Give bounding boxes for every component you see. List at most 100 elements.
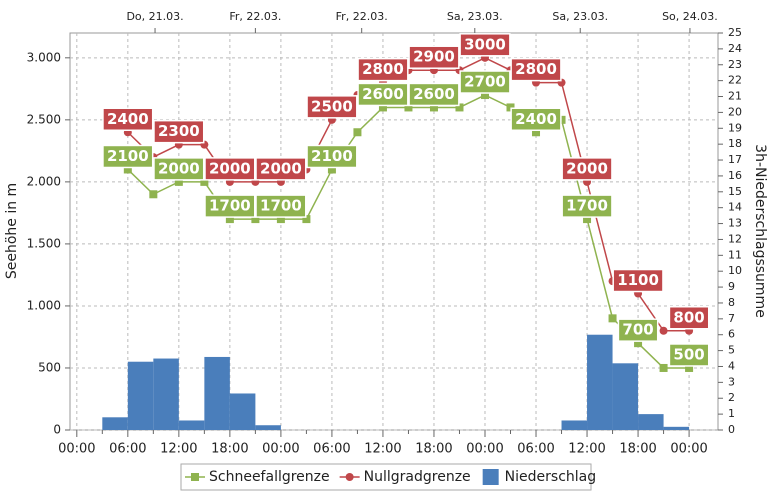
y-tick-label: 0 <box>53 423 61 437</box>
marker <box>276 215 285 224</box>
marker <box>174 177 183 186</box>
data-label: 2600 <box>413 85 455 103</box>
data-label: 2300 <box>158 122 200 140</box>
marker <box>251 215 260 224</box>
x2-tick-label: Fr, 22.03. <box>336 10 388 23</box>
data-label-box <box>102 144 154 169</box>
data-label-box <box>510 107 562 131</box>
marker <box>200 177 209 186</box>
marker <box>123 165 132 174</box>
y2-tick-label: 12 <box>728 232 742 245</box>
data-label: 2900 <box>413 48 455 66</box>
marker <box>404 103 413 112</box>
data-label: 2000 <box>260 159 302 177</box>
data-label-box <box>102 107 154 131</box>
marker <box>353 128 362 137</box>
bar <box>587 334 613 430</box>
x-tick-label: 06:00 <box>109 442 146 457</box>
bar <box>127 361 154 430</box>
marker <box>302 215 311 224</box>
data-label-box <box>357 57 409 82</box>
y2-tick-label: 0 <box>728 423 735 436</box>
marker <box>659 363 668 372</box>
data-label: 2400 <box>515 110 557 128</box>
y2-tick-label: 25 <box>728 26 742 39</box>
y2-tick-label: 9 <box>728 280 735 293</box>
x-tick-label: 00:00 <box>466 442 503 457</box>
bar <box>178 420 205 430</box>
data-label: 2500 <box>311 97 353 115</box>
marker <box>429 103 438 112</box>
marker <box>378 103 387 112</box>
x2-tick-label: Do, 21.03. <box>126 10 183 23</box>
y2-tick-label: 3 <box>728 375 735 388</box>
data-label: 2700 <box>464 73 506 91</box>
data-label: 2800 <box>515 60 557 78</box>
bar <box>255 425 281 430</box>
marker <box>455 103 464 112</box>
x-tick-label: 00:00 <box>262 442 299 457</box>
bar <box>638 414 664 430</box>
data-label-box <box>561 194 613 218</box>
data-label-box <box>306 144 358 169</box>
y-axis-title: Seehöhe in m <box>4 183 20 279</box>
marker <box>506 103 515 112</box>
x2-tick-label: Sa, 23.03. <box>447 10 503 23</box>
data-label: 1700 <box>566 197 608 215</box>
marker <box>149 190 158 199</box>
data-label: 2000 <box>566 159 608 177</box>
legend-label: Niederschlag <box>505 469 596 485</box>
data-label-box <box>668 306 710 330</box>
data-label: 500 <box>673 345 704 363</box>
data-label-box <box>153 157 205 181</box>
y2-axis-title: 3h-Niederschlagssumme <box>752 144 768 318</box>
data-label-box <box>204 157 256 181</box>
bar <box>663 426 690 430</box>
bar <box>204 356 230 430</box>
x-tick-label: 06:00 <box>313 442 350 457</box>
y-tick-label: 2.500 <box>27 112 61 126</box>
legend <box>180 463 592 491</box>
marker <box>532 128 541 137</box>
y2-tick-label: 19 <box>728 121 742 134</box>
data-label-box <box>306 95 358 119</box>
y2-tick-label: 21 <box>728 90 742 103</box>
data-label-box <box>561 157 613 181</box>
x-tick-label: 18:00 <box>211 442 248 457</box>
x2-tick-label: Fr, 22.03. <box>229 10 281 23</box>
y2-tick-label: 8 <box>728 296 735 309</box>
x2-tick-label: Sa, 23.03. <box>552 10 608 23</box>
y-tick-label: 1.500 <box>27 236 61 250</box>
bar <box>102 417 128 430</box>
y2-tick-label: 13 <box>728 217 742 230</box>
bar <box>561 420 588 430</box>
y2-tick-label: 23 <box>728 58 742 71</box>
y-tick-label: 1.000 <box>27 298 61 312</box>
y2-tick-label: 5 <box>728 344 735 357</box>
legend-swatch <box>482 469 499 485</box>
data-label: 2800 <box>362 60 404 78</box>
marker <box>634 339 643 348</box>
data-label: 800 <box>673 308 704 326</box>
x-tick-label: 00:00 <box>58 442 95 457</box>
y2-tick-label: 20 <box>728 105 742 118</box>
legend-marker <box>191 473 199 481</box>
bar <box>229 393 256 430</box>
marker <box>583 215 592 224</box>
marker <box>659 326 668 335</box>
x2-tick-label: So, 24.03. <box>662 10 718 23</box>
data-label-box <box>408 45 460 69</box>
legend-label: Schneefallgrenze <box>209 469 330 485</box>
y2-tick-label: 1 <box>728 407 735 420</box>
data-label-box <box>510 57 562 82</box>
y2-tick-label: 11 <box>728 248 742 261</box>
data-label: 2600 <box>362 85 404 103</box>
y2-tick-label: 7 <box>728 312 735 325</box>
data-label-box <box>617 318 659 342</box>
x-tick-label: 06:00 <box>517 442 554 457</box>
data-label: 2400 <box>107 110 149 128</box>
x-tick-label: 18:00 <box>415 442 452 457</box>
data-label-box <box>255 157 307 181</box>
data-label: 2100 <box>107 147 149 165</box>
